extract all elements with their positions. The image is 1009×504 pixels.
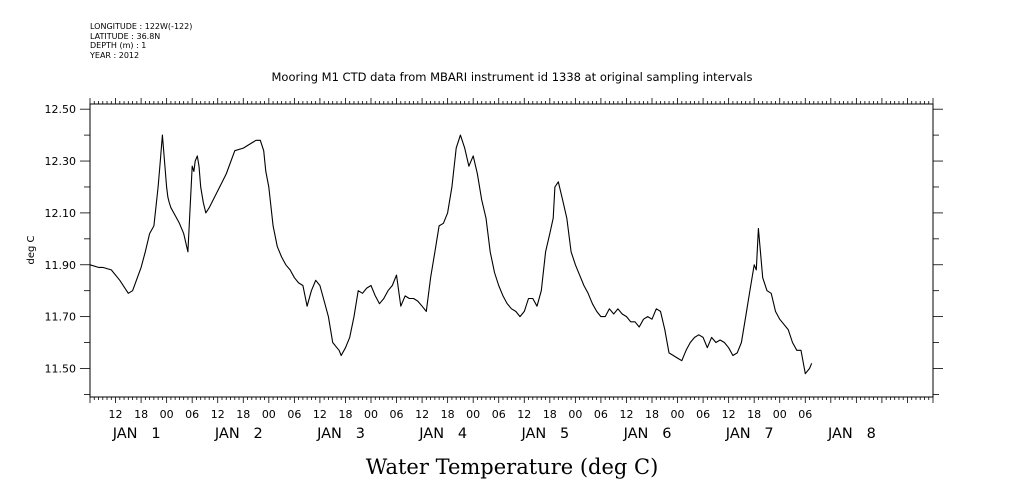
chart-title: Mooring M1 CTD data from MBARI instrumen…: [272, 70, 753, 84]
x-hour-tick-label: 12: [109, 408, 123, 421]
x-hour-tick-label: 06: [696, 408, 710, 421]
y-tick-label: 11.90: [45, 259, 77, 272]
x-hour-tick-label: 06: [287, 408, 301, 421]
meta-latitude: LATITUDE : 36.8N: [90, 31, 161, 41]
axis-ticks: [80, 98, 943, 403]
x-hour-tick-label: 00: [671, 408, 685, 421]
plot-frame: [89, 103, 934, 398]
x-hour-tick-label: 00: [773, 408, 787, 421]
y-axis-label: deg C: [26, 235, 37, 264]
x-hour-tick-label: 00: [160, 408, 174, 421]
x-hour-tick-label: 18: [441, 408, 455, 421]
x-day-label: JAN 1: [112, 426, 161, 442]
x-hour-tick-label: 18: [338, 408, 352, 421]
x-hour-tick-label: 18: [134, 408, 148, 421]
x-day-label: JAN 8: [827, 426, 876, 442]
x-hour-tick-label: 12: [313, 408, 327, 421]
x-hour-tick-label: 06: [798, 408, 812, 421]
y-tick-labels: 11.50 11.70 11.90 12.10 12.30 12.50: [45, 103, 77, 375]
x-day-label: JAN 3: [316, 426, 365, 442]
x-hour-tick-label: 12: [415, 408, 429, 421]
x-hour-tick-label: 18: [645, 408, 659, 421]
x-hour-tick-label: 06: [492, 408, 506, 421]
x-hour-tick-label: 12: [211, 408, 225, 421]
meta-year: YEAR : 2012: [90, 50, 140, 60]
x-hour-tick-label: 06: [390, 408, 404, 421]
x-day-label: JAN 6: [623, 426, 672, 442]
x-hour-tick-label: 18: [747, 408, 761, 421]
x-hour-tick-label: 00: [466, 408, 480, 421]
x-hour-tick-label: 18: [543, 408, 557, 421]
x-hour-tick-label: 18: [236, 408, 250, 421]
metadata-block: LONGITUDE : 122W(-122) LATITUDE : 36.8N …: [90, 22, 192, 60]
x-day-label: JAN 7: [725, 426, 774, 442]
x-day-label: JAN 4: [418, 426, 467, 442]
x-day-label: JAN 5: [520, 426, 569, 442]
x-hour-tick-label: 12: [517, 408, 531, 421]
x-axis-label: Water Temperature (deg C): [366, 455, 659, 479]
x-hour-tick-label: 00: [262, 408, 276, 421]
x-hour-tick-label: 06: [594, 408, 608, 421]
x-hour-tick-label: 12: [619, 408, 633, 421]
y-tick-label: 12.30: [45, 155, 77, 168]
x-hour-tick-label: 00: [568, 408, 582, 421]
x-hour-tick-label: 00: [364, 408, 378, 421]
temperature-series-line: [89, 134, 813, 375]
x-day-label: JAN 2: [214, 426, 263, 442]
x-hour-tick-label: 12: [722, 408, 736, 421]
x-tick-labels: 12 18 00 06 12 18 00 06 12 18 00 06 12 18 00 06 12 18 00 06…: [109, 408, 876, 442]
x-hour-tick-label: 06: [185, 408, 199, 421]
y-tick-label: 11.70: [45, 311, 77, 324]
meta-longitude: LONGITUDE : 122W(-122): [90, 22, 193, 31]
y-tick-label: 12.50: [45, 103, 77, 116]
y-tick-label: 12.10: [45, 207, 77, 220]
y-tick-label: 11.50: [45, 362, 77, 375]
meta-depth: DEPTH (m) : 1: [90, 41, 147, 50]
